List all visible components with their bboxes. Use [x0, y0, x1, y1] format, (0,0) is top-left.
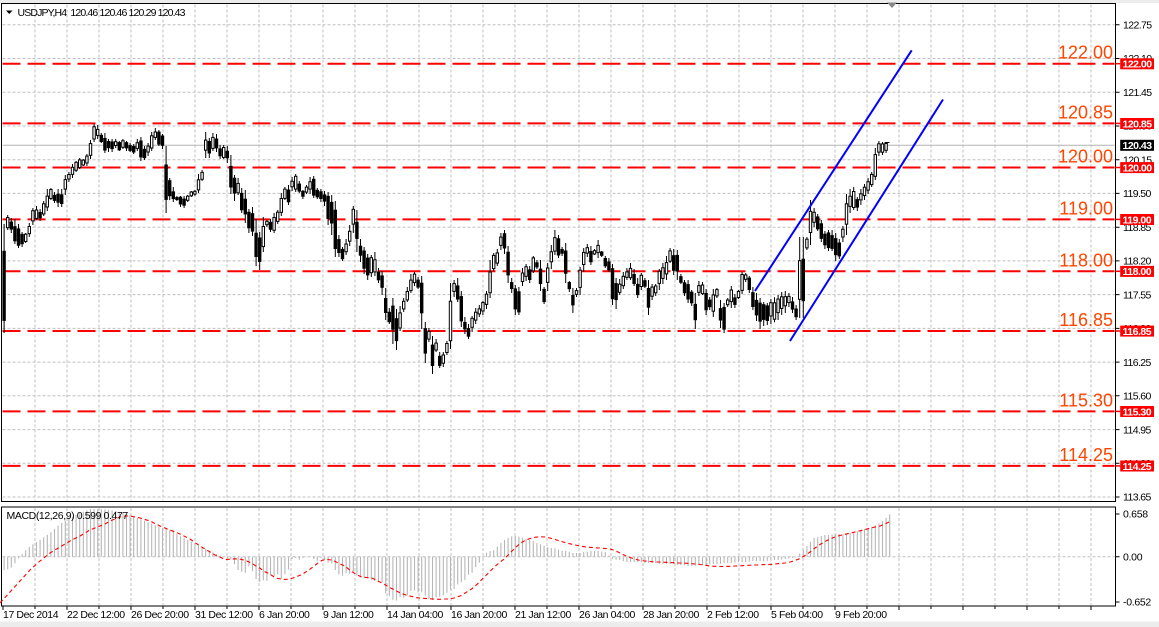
svg-text:22 Dec 12:00: 22 Dec 12:00: [67, 609, 125, 621]
svg-text:120.00: 120.00: [1123, 162, 1153, 174]
svg-text:118.20: 118.20: [1123, 256, 1151, 268]
svg-text:121.45: 121.45: [1123, 87, 1152, 99]
svg-text:9 Feb 20:00: 9 Feb 20:00: [835, 609, 887, 621]
svg-text:31 Dec 12:00: 31 Dec 12:00: [195, 609, 253, 621]
svg-text:115.30: 115.30: [1123, 406, 1152, 418]
svg-text:17 Dec 2014: 17 Dec 2014: [3, 609, 59, 621]
svg-text:6 Jan 20:00: 6 Jan 20:00: [259, 609, 310, 621]
svg-text:116.25: 116.25: [1123, 357, 1151, 369]
svg-text:9 Jan 12:00: 9 Jan 12:00: [323, 609, 374, 621]
svg-text:115.30: 115.30: [1059, 390, 1113, 410]
svg-text:MACD(12,26,9) 0.599 0.477: MACD(12,26,9) 0.599 0.477: [7, 510, 129, 522]
svg-text:114.95: 114.95: [1123, 424, 1151, 436]
svg-text:0.00: 0.00: [1123, 552, 1143, 564]
svg-text:26 Dec 20:00: 26 Dec 20:00: [131, 609, 189, 621]
svg-text:28 Jan 20:00: 28 Jan 20:00: [643, 609, 699, 621]
svg-text:122.00: 122.00: [1058, 43, 1113, 63]
svg-text:114.25: 114.25: [1059, 445, 1113, 465]
svg-text:120.85: 120.85: [1123, 118, 1153, 130]
svg-text:120.00: 120.00: [1058, 147, 1113, 167]
svg-text:122.75: 122.75: [1123, 20, 1152, 32]
svg-text:116.85: 116.85: [1059, 310, 1113, 330]
svg-text:120.85: 120.85: [1058, 102, 1113, 122]
svg-text:116.85: 116.85: [1123, 326, 1152, 338]
svg-text:21 Jan 12:00: 21 Jan 12:00: [515, 609, 571, 621]
svg-text:5 Feb 04:00: 5 Feb 04:00: [771, 609, 823, 621]
svg-text:113.65: 113.65: [1123, 492, 1151, 504]
svg-text:14 Jan 04:00: 14 Jan 04:00: [387, 609, 443, 621]
svg-text:16 Jan 20:00: 16 Jan 20:00: [451, 609, 507, 621]
svg-text:0.658: 0.658: [1123, 509, 1148, 521]
svg-text:120.43: 120.43: [1123, 140, 1153, 152]
svg-text:122.00: 122.00: [1123, 59, 1153, 71]
svg-text:USDJPY,H4 120.46 120.46 120.2: USDJPY,H4 120.46 120.46 120.29 120.43: [18, 7, 186, 19]
svg-text:115.60: 115.60: [1123, 391, 1151, 403]
svg-text:2 Feb 12:00: 2 Feb 12:00: [707, 609, 759, 621]
svg-text:-0.652: -0.652: [1123, 597, 1151, 609]
svg-text:114.25: 114.25: [1123, 461, 1152, 473]
svg-text:118.00: 118.00: [1059, 250, 1113, 270]
svg-text:118.00: 118.00: [1123, 266, 1152, 278]
svg-text:119.00: 119.00: [1059, 198, 1113, 218]
svg-text:117.55: 117.55: [1123, 289, 1151, 301]
svg-text:119.00: 119.00: [1123, 214, 1152, 226]
svg-text:26 Jan 04:00: 26 Jan 04:00: [579, 609, 635, 621]
svg-text:119.50: 119.50: [1123, 188, 1151, 200]
